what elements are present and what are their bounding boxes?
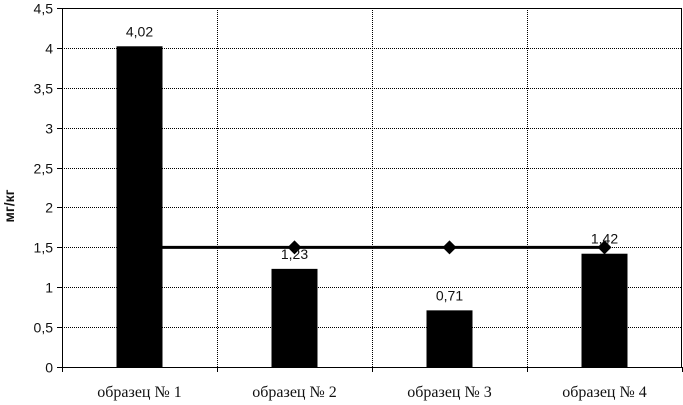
bar-1: [116, 46, 163, 367]
y-tick-label-2: 1: [45, 280, 53, 296]
y-axis-ticks: 0 0,5 1 1,5 2 2,5 3 3,5 4 4,5: [34, 1, 62, 376]
grid: [62, 8, 682, 368]
reference-marker-2: [287, 240, 302, 255]
value-label-4: 1,42: [591, 231, 618, 247]
y-tick-label-0: 0: [45, 360, 53, 376]
x-category-label-1: образец № 1: [97, 384, 182, 401]
y-tick-label-8: 4: [45, 41, 53, 57]
x-axis-categories: образец № 1 образец № 2 образец № 3 образец…: [62, 367, 683, 401]
x-category-label-4: образец № 4: [562, 384, 647, 401]
y-tick-label-5: 2,5: [34, 161, 54, 177]
y-tick-label-6: 3: [45, 121, 53, 137]
y-tick-label-9: 4,5: [34, 1, 54, 17]
reference-marker-4: [597, 240, 612, 255]
bars: [116, 46, 628, 367]
y-tick-label-3: 1,5: [34, 240, 54, 256]
y-tick-label-1: 0,5: [34, 320, 54, 336]
y-axis-label: мг/кг: [1, 189, 17, 222]
x-category-label-2: образец № 2: [252, 384, 337, 401]
bar-4: [581, 253, 628, 367]
value-label-2: 1,23: [281, 246, 308, 262]
bar-2: [271, 268, 318, 367]
x-category-label-3: образец № 3: [407, 384, 492, 401]
y-tick-label-4: 2: [45, 200, 53, 216]
y-tick-label-7: 3,5: [34, 81, 54, 97]
reference-marker-3: [442, 240, 457, 255]
bar-3: [426, 310, 473, 367]
reference-line-group: [139, 240, 612, 255]
data-labels: 4,02 1,23 0,71 1,42: [126, 23, 618, 303]
value-label-3: 0,71: [436, 287, 463, 303]
value-label-1: 4,02: [126, 23, 153, 39]
